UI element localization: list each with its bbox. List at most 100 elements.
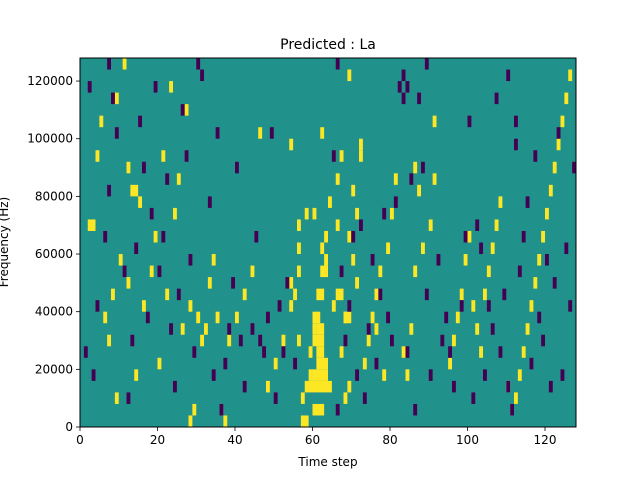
heatmap-cell-high: [134, 369, 139, 381]
heatmap-cell-low: [409, 173, 414, 185]
heatmap-cell-high: [297, 242, 301, 255]
heatmap-cell-high: [215, 311, 220, 324]
heatmap-cell-high: [459, 288, 464, 301]
heatmap-cell-low: [533, 150, 538, 162]
heatmap-cell-low: [114, 127, 119, 139]
y-tick-label: 0: [65, 420, 73, 434]
heatmap-cell-low: [126, 392, 131, 404]
heatmap-cell-high: [95, 150, 100, 162]
heatmap-cell-high: [153, 230, 158, 243]
heatmap-cell-low: [180, 104, 185, 116]
heatmap-cell-high: [409, 323, 414, 335]
heatmap-cell-low: [382, 207, 387, 220]
heatmap-cell-low: [207, 196, 212, 208]
heatmap-cell-high: [300, 392, 305, 404]
heatmap-cell-high: [483, 288, 487, 301]
heatmap-cell-high: [99, 115, 104, 128]
heatmap-cell-low: [343, 334, 348, 347]
heatmap-cell-low: [498, 346, 503, 358]
heatmap-cell-high: [308, 369, 329, 381]
heatmap-cell-low: [405, 346, 410, 358]
heatmap-cell-low: [223, 357, 228, 370]
heatmap-cell-high: [401, 346, 406, 358]
chart-title: Predicted : La: [280, 37, 376, 53]
heatmap-cell-high: [204, 323, 208, 335]
heatmap-cell-high: [405, 369, 410, 381]
heatmap-cell-low: [122, 265, 127, 278]
heatmap-cell-low: [196, 58, 201, 70]
heatmap-cell-low: [514, 115, 518, 128]
heatmap-cell-high: [378, 265, 383, 278]
heatmap-cell-low: [506, 380, 511, 393]
heatmap-cell-high: [324, 254, 329, 266]
heatmap-cell-low: [397, 81, 402, 93]
heatmap-cell-low: [231, 277, 236, 289]
x-tick-label: 40: [227, 433, 242, 447]
heatmap-cell-high: [149, 265, 154, 278]
heatmap-cell-low: [83, 346, 88, 358]
heatmap-cell-high: [114, 392, 119, 404]
heatmap-cell-high: [347, 380, 352, 393]
heatmap-cell-high: [320, 265, 328, 278]
heatmap-cell-low: [192, 346, 197, 358]
heatmap-cell-low: [529, 357, 534, 370]
heatmap-cell-low: [235, 161, 239, 174]
heatmap-cell-high: [556, 138, 561, 151]
heatmap-cell-high: [320, 127, 325, 139]
y-tick-label: 80000: [35, 189, 73, 203]
heatmap-cell-high: [335, 288, 344, 301]
heatmap-cell-low: [165, 173, 170, 185]
heatmap-cell-high: [242, 288, 247, 301]
x-axis: 0 20 40 60 80 100 120: [76, 427, 556, 447]
heatmap-cell-high: [289, 138, 294, 151]
x-tick-label: 80: [382, 433, 397, 447]
heatmap-cell-low: [176, 288, 181, 301]
heatmap-cell-low: [200, 69, 205, 82]
heatmap-cell-low: [525, 196, 530, 208]
heatmap-cell-low: [103, 230, 108, 243]
heatmap-cell-high: [297, 334, 301, 347]
heatmap-cell-low: [506, 69, 511, 82]
heatmap-cell-high: [362, 357, 367, 370]
heatmap-cell-low: [250, 323, 255, 335]
heatmap-cells: [83, 58, 577, 427]
heatmap-cell-high: [335, 219, 340, 231]
y-tick-label: 120000: [27, 74, 73, 88]
heatmap-cell-high: [432, 115, 437, 128]
heatmap-cell-high: [448, 357, 453, 370]
heatmap-cell-high: [343, 311, 352, 324]
heatmap-cell-high: [490, 242, 495, 255]
heatmap-cell-high: [289, 277, 294, 289]
heatmap-cell-low: [359, 219, 363, 231]
heatmap-cell-low: [545, 254, 549, 266]
y-axis: 0 20000 40000 60000 80000 100000 120000: [27, 74, 80, 434]
heatmap-cell-low: [541, 334, 546, 347]
heatmap-cell-low: [130, 334, 135, 347]
heatmap-cell-low: [568, 300, 573, 312]
heatmap-cell-high: [568, 69, 573, 82]
x-tick-label: 60: [305, 433, 320, 447]
heatmap-cell-high: [316, 346, 325, 358]
heatmap-cell-high: [351, 254, 356, 266]
heatmap-cell-low: [424, 288, 429, 301]
y-tick-label: 100000: [27, 132, 73, 146]
heatmap-cell-high: [564, 92, 569, 105]
heatmap-cell-low: [262, 346, 267, 358]
heatmap-cell-high: [281, 334, 286, 347]
heatmap-cell-high: [188, 300, 193, 312]
heatmap-cell-high: [347, 69, 352, 82]
heatmap-cell-high: [161, 150, 166, 162]
heatmap-cell-low: [145, 311, 150, 324]
heatmap-cell-high: [289, 300, 294, 312]
heatmap-cell-low: [517, 265, 522, 278]
heatmap-cell-high: [184, 104, 189, 116]
heatmap-cell-low: [219, 403, 224, 416]
heatmap-cell-low: [339, 265, 344, 278]
heatmap-cell-high: [486, 265, 491, 278]
heatmap-cell-low: [378, 288, 383, 301]
heatmap-cell-low: [548, 380, 553, 393]
heatmap-cell-high: [320, 242, 325, 255]
heatmap-cell-high: [235, 311, 239, 324]
heatmap-cell-high: [223, 415, 228, 427]
